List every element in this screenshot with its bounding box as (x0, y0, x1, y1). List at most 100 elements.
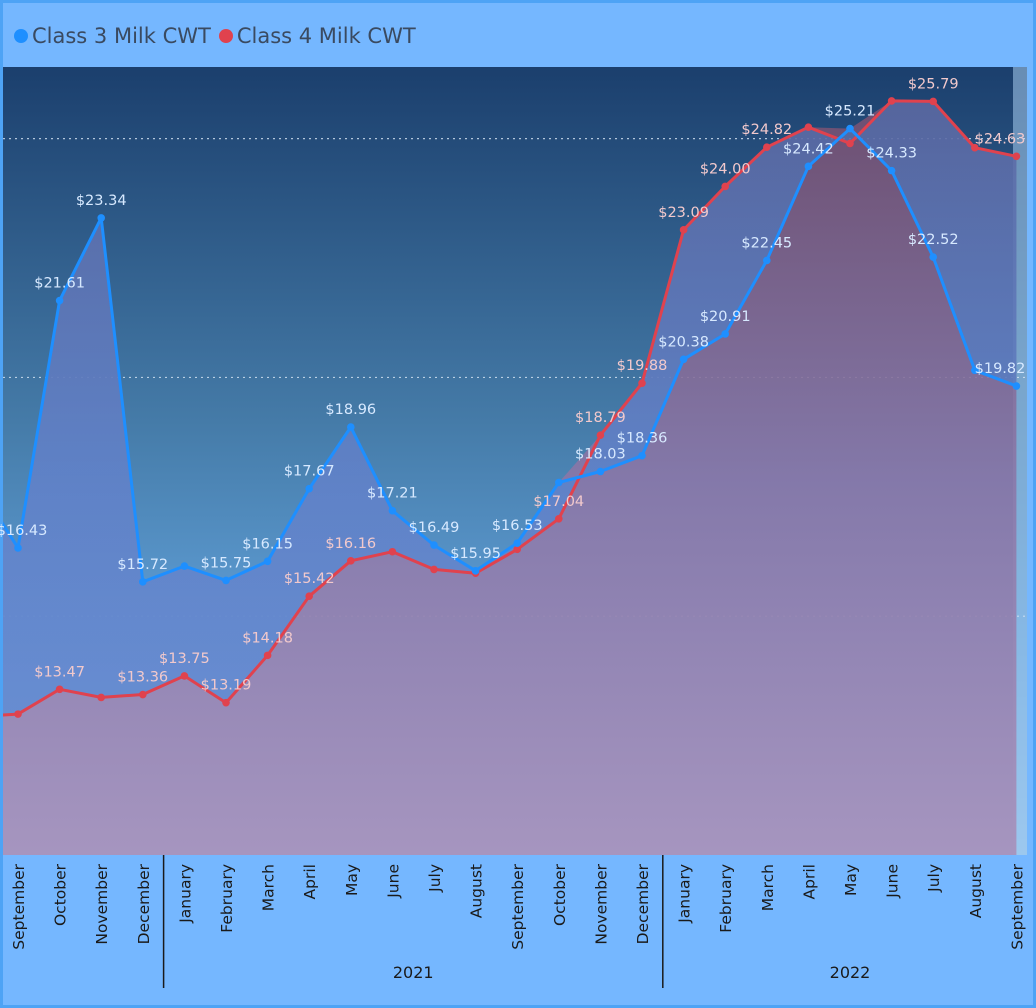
data-label-class3: $16.43 (0, 523, 47, 539)
data-label-class3: $23.34 (76, 193, 127, 209)
data-point-class3[interactable] (55, 296, 64, 305)
data-point-class3[interactable] (929, 253, 937, 261)
data-point-class4[interactable] (388, 547, 397, 556)
x-tick-label: March (759, 864, 777, 911)
data-point-class3[interactable] (596, 467, 605, 476)
data-point-class4[interactable] (55, 685, 64, 694)
data-label-class4: $13.19 (201, 678, 252, 694)
data-point-class3[interactable] (97, 214, 105, 222)
year-label: 2021 (393, 963, 434, 982)
data-point-class3[interactable] (430, 541, 438, 549)
data-label-class4: $13.47 (34, 664, 85, 680)
x-tick-label: February (218, 864, 236, 933)
data-label-class3: $15.95 (450, 546, 501, 562)
x-tick-label: January (176, 864, 194, 924)
x-tick-label: November (592, 863, 610, 944)
x-tick-label: August (967, 864, 985, 918)
series-line-class3 (3, 127, 1017, 584)
data-point-class4[interactable] (513, 545, 521, 554)
legend-item-class4[interactable]: Class 4 Milk CWT (218, 24, 416, 48)
data-label-class3: $15.72 (117, 557, 168, 573)
data-point-class3[interactable] (846, 124, 854, 133)
data-point-class3[interactable] (763, 256, 771, 265)
data-label-class3: $15.75 (201, 555, 252, 571)
data-point-class3[interactable] (347, 423, 355, 431)
data-label-class3: $24.42 (783, 141, 834, 157)
data-point-class4[interactable] (679, 226, 688, 234)
data-point-class3[interactable] (555, 478, 563, 487)
data-point-class4[interactable] (97, 693, 105, 702)
data-point-class4[interactable] (14, 710, 22, 718)
data-point-class4[interactable] (222, 698, 230, 707)
data-label-class3: $16.49 (409, 520, 460, 536)
x-tick-label: July (426, 864, 444, 893)
x-tick-label: June (384, 864, 402, 899)
data-point-class4[interactable] (139, 690, 147, 699)
data-point-class3[interactable] (14, 544, 22, 552)
data-point-class4[interactable] (721, 182, 729, 191)
data-label-class4: $13.36 (117, 670, 168, 686)
data-point-class4[interactable] (763, 143, 771, 152)
x-tick-label: October (52, 863, 70, 926)
data-point-class4[interactable] (596, 431, 605, 440)
x-tick-label: February (717, 864, 735, 933)
data-label-class4: $24.63 (975, 131, 1026, 147)
data-point-class4[interactable] (846, 139, 854, 148)
data-point-class3[interactable] (471, 567, 480, 575)
data-label-class3: $17.21 (367, 486, 418, 502)
x-tick-label: November (93, 863, 111, 944)
x-tick-label: July (925, 864, 943, 893)
data-point-class4[interactable] (305, 592, 314, 600)
data-point-class4[interactable] (263, 651, 272, 660)
data-point-class3[interactable] (638, 451, 646, 460)
data-label-class4: $24.00 (700, 161, 751, 177)
data-point-class3[interactable] (263, 557, 272, 566)
data-point-class3[interactable] (721, 330, 729, 338)
data-point-class3[interactable] (388, 506, 397, 515)
legend-label-class3: Class 3 Milk CWT (32, 24, 211, 48)
data-point-class3[interactable] (679, 355, 688, 364)
data-point-class3[interactable] (513, 539, 521, 547)
data-label-class4: $25.79 (908, 76, 959, 92)
data-point-class4[interactable] (971, 143, 979, 152)
data-point-class3[interactable] (180, 562, 189, 570)
data-point-class3[interactable] (305, 484, 314, 493)
x-tick-label: May (842, 864, 860, 896)
legend-item-class3[interactable]: Class 3 Milk CWT (14, 24, 211, 48)
data-label-class3: $20.38 (658, 334, 709, 350)
x-tick-label: October (551, 863, 569, 926)
data-point-class4[interactable] (929, 97, 937, 106)
data-point-class3[interactable] (222, 576, 230, 585)
data-point-class3[interactable] (887, 166, 896, 175)
data-point-class4[interactable] (347, 557, 355, 565)
x-tick-label: August (468, 864, 486, 918)
legend-marker-class4 (218, 29, 233, 43)
data-point-class3[interactable] (139, 578, 147, 586)
data-point-class3[interactable] (804, 162, 813, 171)
data-point-class4[interactable] (1012, 152, 1021, 161)
legend: Class 3 Milk CWT Class 4 Milk CWT (14, 20, 416, 52)
data-point-class4[interactable] (804, 123, 813, 131)
data-label-class4: $23.09 (658, 205, 709, 221)
data-point-class4[interactable] (887, 97, 896, 105)
data-label-class3: $16.53 (492, 518, 543, 534)
data-point-class4[interactable] (430, 565, 438, 574)
data-point-class3[interactable] (971, 366, 979, 375)
data-point-class4[interactable] (180, 672, 189, 680)
scrollbar-track[interactable] (1013, 67, 1027, 855)
x-tick-label: September (509, 863, 527, 949)
legend-label-class4: Class 4 Milk CWT (236, 24, 416, 48)
data-label-class3: $17.67 (284, 464, 335, 480)
data-label-class3: $18.96 (325, 402, 376, 418)
x-tick-label: May (343, 864, 361, 896)
data-label-class3: $18.36 (617, 431, 668, 447)
data-label-class4: $18.79 (575, 410, 626, 426)
data-point-class3[interactable] (1012, 382, 1021, 390)
data-label-class3: $16.15 (242, 536, 293, 552)
x-tick-label: June (884, 864, 902, 899)
data-label-class4: $19.88 (617, 358, 668, 374)
data-point-class4[interactable] (555, 514, 563, 523)
data-point-class4[interactable] (638, 379, 646, 387)
